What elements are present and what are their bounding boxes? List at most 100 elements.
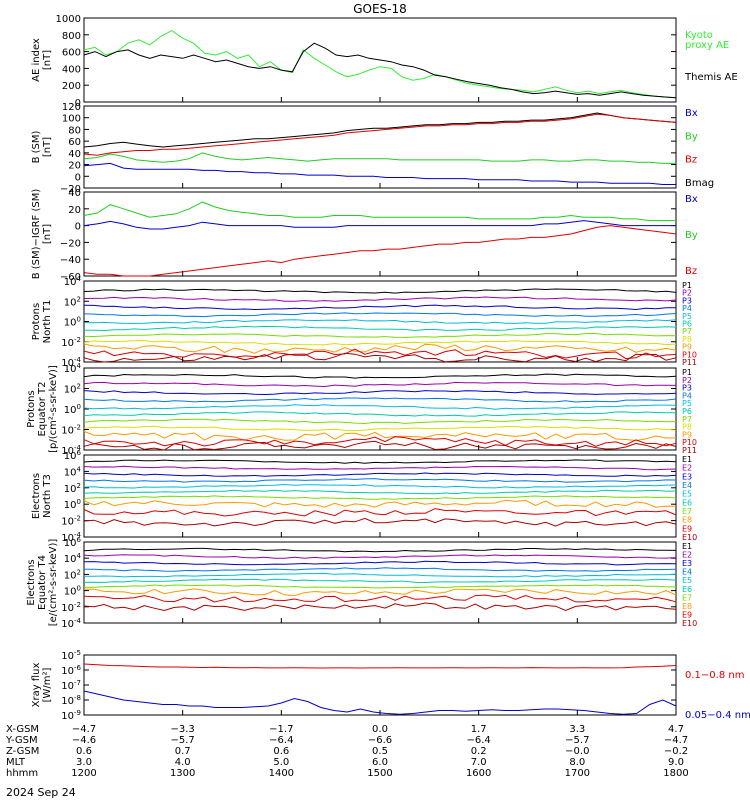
legend-themis-ae: Themis AE — [684, 72, 738, 83]
channel-e8 — [83, 588, 677, 597]
channel-p6 — [83, 411, 676, 417]
channel-e7 — [83, 584, 677, 589]
y-tick-label: 10-4 — [61, 617, 81, 630]
y-tick-label: 20 — [68, 205, 81, 216]
legend-p10: P10 — [682, 438, 697, 447]
y-axis-label: Protons — [26, 390, 37, 427]
x-row-value: −5.7 — [565, 735, 589, 746]
channel-e2 — [83, 554, 677, 559]
y-axis-label: B (SM)−IGRF (SM) — [31, 189, 42, 280]
channel-p10 — [83, 348, 677, 360]
y-tick-label: 0 — [75, 172, 81, 183]
x-row-value: 0.6 — [273, 746, 289, 757]
legend-p3: P3 — [682, 384, 692, 393]
x-row-label: Z-GSM — [6, 746, 39, 757]
y-tick-label: 400 — [62, 64, 81, 75]
legend-by: By — [685, 131, 698, 142]
x-axis-labels: X-GSM −4.7 −3.3 −1.7 0.0 1.7 3.3 4.7 Y-GSM −4.6 −5… — [5, 724, 689, 779]
plot-title: GOES-18 — [353, 2, 407, 16]
series-by — [83, 201, 676, 222]
legend-bmag: Bmag — [685, 178, 714, 189]
panel-xray: 10-5 10-6 10-7 10-8 10-9 Xray flux [W/m²] 0.1−0… — [31, 649, 750, 722]
x-row-value: −1.7 — [269, 724, 293, 735]
x-row-value: 1400 — [269, 768, 294, 779]
y-tick-label: 104 — [64, 465, 82, 478]
legend-p8: P8 — [682, 423, 692, 432]
legend-p6: P6 — [682, 320, 692, 329]
y-tick-label: 10-5 — [61, 649, 81, 662]
panel-frame — [83, 191, 677, 277]
channel-p5 — [83, 404, 677, 410]
channel-p9 — [83, 430, 677, 442]
y-axis-label: North T3 — [42, 474, 53, 518]
channel-e1 — [83, 459, 677, 464]
x-row-value: 7.0 — [471, 757, 487, 768]
y-axis-label: AE index — [31, 38, 42, 82]
legend-e5: E5 — [682, 576, 692, 585]
series-bmag — [83, 112, 677, 148]
legend-p4: P4 — [682, 304, 692, 313]
x-row-value: 1700 — [565, 768, 590, 779]
channel-e10 — [83, 517, 677, 527]
channel-e6 — [83, 489, 677, 495]
legend-e8: E8 — [682, 602, 692, 611]
legend-p8: P8 — [682, 335, 692, 344]
channel-e9 — [83, 594, 677, 603]
legend-e8: E8 — [682, 516, 692, 525]
channel-e8 — [83, 499, 677, 508]
legend-p5: P5 — [682, 312, 692, 321]
y-tick-label: 60 — [68, 137, 81, 148]
panel-ae: 1000 800 600 400 200 0 AE index [nT] Kyotoproxy … — [31, 14, 738, 109]
series-themis-ae — [83, 42, 677, 99]
x-row-value: −4.7 — [72, 724, 96, 735]
y-tick-label: 106 — [64, 449, 82, 462]
y-tick-label: −20 — [60, 184, 81, 195]
y-tick-label: 10-2 — [61, 515, 81, 528]
legend-p1: P1 — [682, 368, 692, 377]
x-row-value: 4.0 — [175, 757, 191, 768]
y-axis-label: [nT] — [42, 224, 53, 244]
channel-p7 — [83, 333, 677, 338]
legend-p7: P7 — [682, 415, 692, 424]
channel-p1 — [83, 373, 677, 379]
y-axis-label: [nT] — [42, 137, 53, 157]
x-row-value: −4.7 — [664, 735, 688, 746]
y-axis-label: [nT] — [42, 50, 53, 70]
y-tick-label: 40 — [68, 188, 81, 199]
x-row-value: 1600 — [466, 768, 491, 779]
panel-bigrf: 40 20 0 −20 −40 −60 B (SM)−IGRF (SM) [nT] Bx By Bz — [31, 188, 698, 283]
legend-p5: P5 — [682, 399, 692, 408]
x-row-value: −0.2 — [664, 746, 688, 757]
x-row-value: 3.0 — [76, 757, 92, 768]
y-axis-label: Electrons — [26, 559, 37, 605]
legend-e7: E7 — [682, 593, 692, 602]
panel-frame — [83, 654, 677, 716]
channel-e10 — [83, 602, 677, 612]
y-tick-label: 10-4 — [61, 356, 81, 369]
x-row-value: 5.0 — [273, 757, 289, 768]
y-axis-label: Equator T4 — [37, 555, 48, 610]
channel-p5 — [83, 319, 677, 324]
legend-p11: P11 — [682, 358, 697, 367]
y-axis-label: Equator T2 — [37, 382, 48, 437]
series-bz — [83, 225, 677, 277]
channel-e3 — [83, 472, 677, 477]
y-tick-label: 100 — [64, 316, 81, 329]
channel-e4 — [84, 567, 677, 572]
y-axis-label: [e/(cm²-s-sr-keV)] — [48, 539, 59, 627]
y-tick-label: 120 — [62, 102, 81, 113]
series-bx — [83, 220, 676, 230]
legend-p3: P3 — [682, 296, 692, 305]
legend-bz: Bz — [685, 155, 697, 166]
y-tick-label: 104 — [64, 552, 82, 565]
y-tick-label: 10-4 — [61, 444, 81, 457]
x-row-value: 1800 — [663, 768, 688, 779]
y-tick-label: −20 — [60, 238, 81, 249]
channel-e5 — [83, 483, 677, 489]
x-row-label: X-GSM — [6, 724, 39, 735]
x-row-value: 0.5 — [372, 746, 388, 757]
x-row-value: −0.0 — [565, 746, 589, 757]
channel-e3 — [83, 560, 677, 566]
